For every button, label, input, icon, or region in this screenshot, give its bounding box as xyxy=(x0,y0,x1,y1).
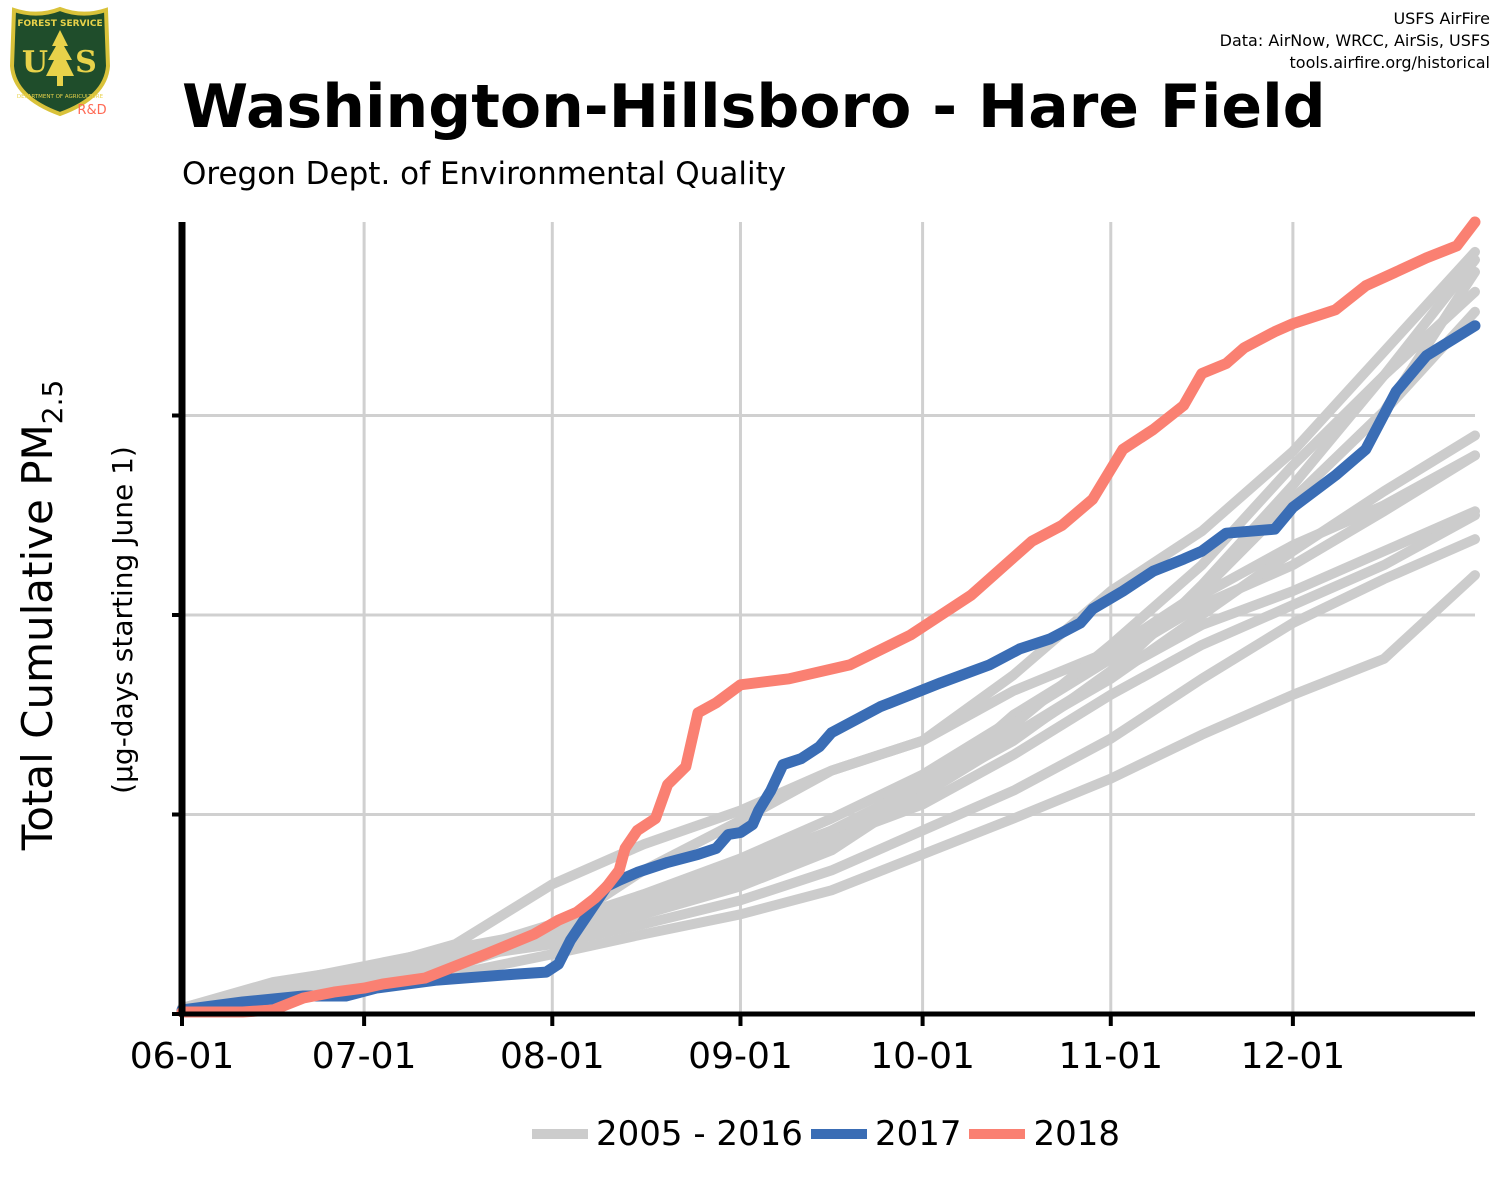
chart-title: Washington-Hillsboro - Hare Field xyxy=(182,72,1326,142)
logo-badge: R&D xyxy=(77,103,106,118)
legend-label: 2005 - 2016 xyxy=(595,1114,803,1154)
y-axis-label-subscript: 2.5 xyxy=(36,380,69,425)
y-axis-label: Total Cumulative PM2.5 xyxy=(13,380,69,852)
logo-top-text: FOREST SERVICE xyxy=(17,19,102,29)
series-line-historical xyxy=(177,430,1480,1015)
legend-label: 2018 xyxy=(1033,1114,1120,1154)
series-line-historical xyxy=(177,286,1480,1017)
logo-bottom-text: DEPARTMENT OF AGRICULTURE xyxy=(17,94,104,100)
legend-swatch xyxy=(969,1129,1026,1139)
legend: 2005 - 2016 2017 2018 xyxy=(0,1114,1500,1154)
credit-line: USFS AirFire xyxy=(1393,9,1490,28)
y-axis-sublabel: (µg-days starting June 1) xyxy=(106,446,139,794)
legend-item-2018: 2018 xyxy=(969,1114,1120,1154)
series-line-historical xyxy=(177,570,1480,1017)
legend-swatch xyxy=(531,1129,588,1139)
x-tick-label: 09-01 xyxy=(688,1036,793,1077)
legend-swatch xyxy=(810,1129,867,1139)
y-axis-label-main: Total Cumulative PM xyxy=(13,424,62,851)
logo-mid-text-left: U xyxy=(22,45,48,80)
forest-service-logo: FOREST SERVICE U S DEPARTMENT OF AGRICUL… xyxy=(9,6,111,118)
series-line-historical xyxy=(177,266,1480,1017)
credits: USFS AirFire Data: AirNow, WRCC, AirSis,… xyxy=(1220,8,1490,74)
logo-mid-text-right: S xyxy=(75,45,97,80)
credit-line: tools.airfire.org/historical xyxy=(1289,53,1490,72)
legend-item-2017: 2017 xyxy=(810,1114,962,1154)
x-tick-label: 10-01 xyxy=(870,1036,975,1077)
chart-subtitle: Oregon Dept. of Environmental Quality xyxy=(182,156,787,192)
series-line-historical xyxy=(177,506,1480,1017)
series-layer xyxy=(176,216,1481,1018)
tree-icon xyxy=(46,30,74,86)
series-line-historical xyxy=(177,254,1480,1017)
series-line-2017 xyxy=(176,320,1481,1016)
series-line-2018 xyxy=(176,216,1481,1018)
x-tick-label: 12-01 xyxy=(1241,1036,1346,1077)
x-tick-label: 11-01 xyxy=(1058,1036,1163,1077)
series-line-historical xyxy=(177,510,1480,1013)
legend-label: 2017 xyxy=(874,1114,962,1154)
x-tick-label: 06-01 xyxy=(130,1036,235,1077)
legend-item-historical: 2005 - 2016 xyxy=(531,1114,803,1154)
axes: 06-01 07-01 08-01 09-01 10-01 11-01 12-01 xyxy=(130,222,1475,1077)
x-tick-label: 08-01 xyxy=(500,1036,605,1077)
x-tick-label: 07-01 xyxy=(312,1036,417,1077)
credit-line: Data: AirNow, WRCC, AirSis, USFS xyxy=(1219,31,1490,50)
